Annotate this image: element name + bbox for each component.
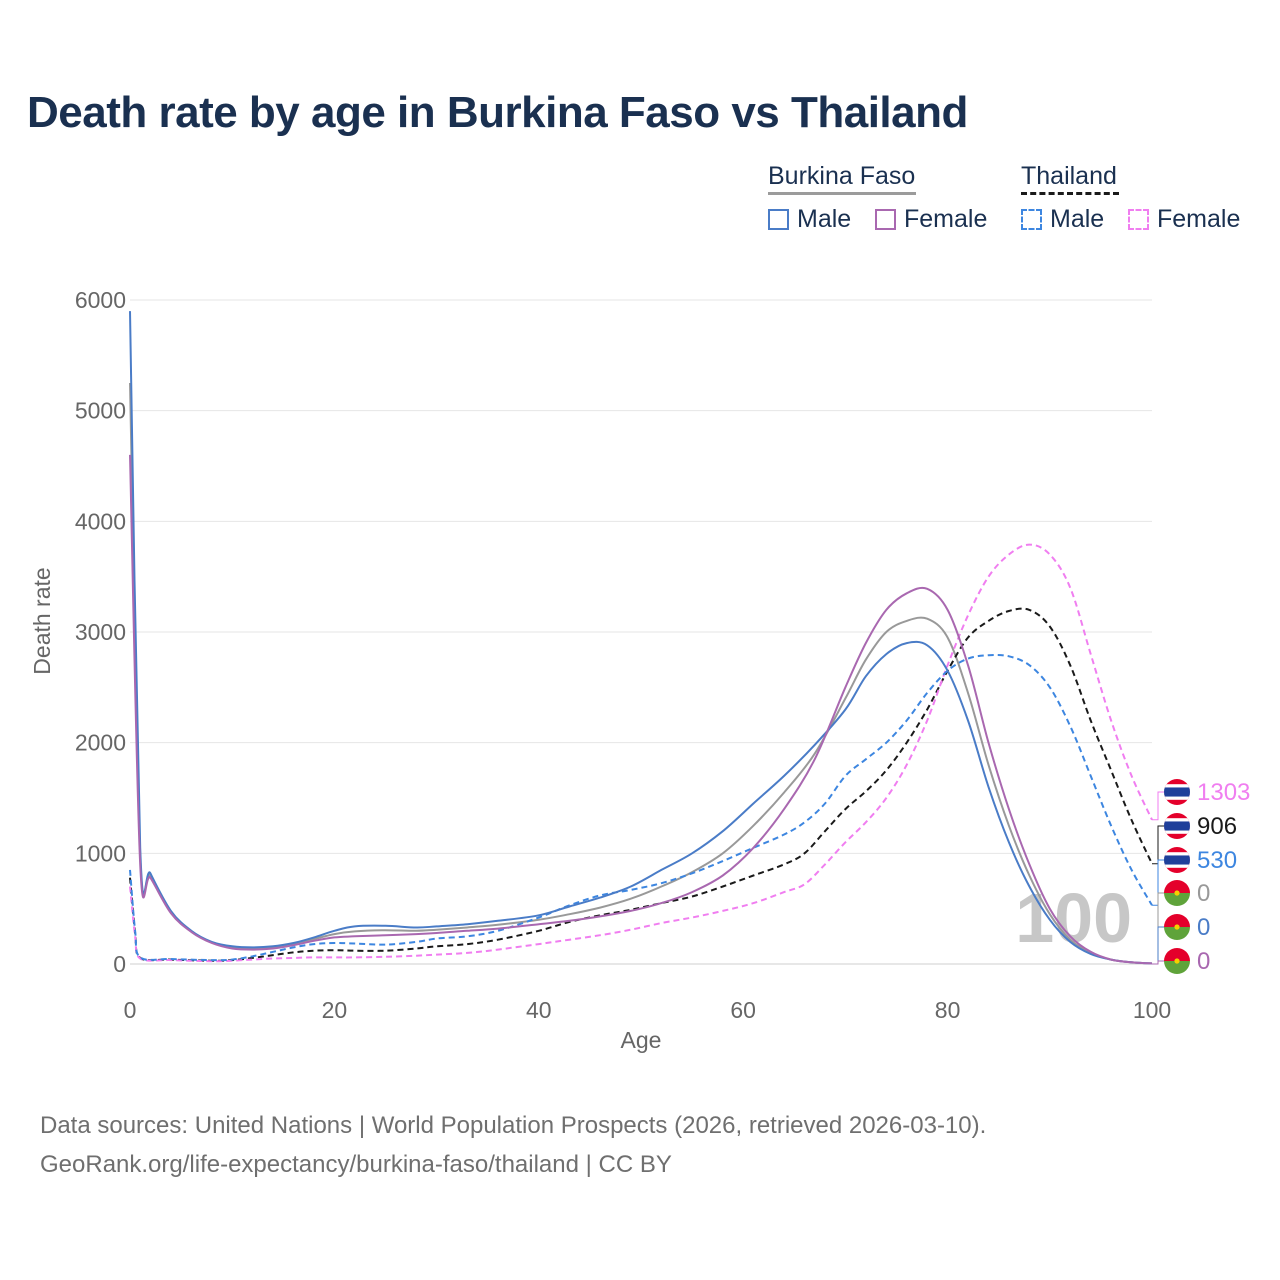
end-label-value: 0 <box>1197 948 1210 975</box>
legend-swatch-th-male <box>1021 209 1042 230</box>
y-tick-label: 3000 <box>75 619 126 645</box>
x-tick-label: 100 <box>1133 997 1171 1023</box>
chart-title: Death rate by age in Burkina Faso vs Tha… <box>27 88 968 137</box>
end-label-connector <box>1152 825 1165 865</box>
flag-thailand-icon <box>1164 813 1190 839</box>
legend-underline-burkina-faso <box>768 192 916 195</box>
series-line-burkina-faso-female[interactable] <box>129 454 1153 965</box>
legend-label-th-male: Male <box>1050 205 1105 233</box>
y-tick-label: 5000 <box>75 398 126 424</box>
y-tick-label: 0 <box>113 951 126 977</box>
flag-thailand-icon <box>1164 779 1190 805</box>
legend-swatch-bf-female <box>875 209 896 230</box>
end-label-value: 0 <box>1197 914 1210 941</box>
series-lines <box>129 311 1153 965</box>
legend-underline-thailand <box>1021 192 1119 195</box>
y-tick-label: 2000 <box>75 730 126 756</box>
legend-heading-burkina-faso: Burkina Faso <box>768 162 916 190</box>
series-line-thailand-total[interactable] <box>129 607 1153 962</box>
legend-label-bf-female: Female <box>904 205 988 233</box>
end-label-connector <box>1152 926 1165 965</box>
legend-heading-thailand: Thailand <box>1021 162 1117 190</box>
end-labels: 1303 906 530 0 0 0 <box>1152 779 1250 975</box>
y-tick-label: 6000 <box>75 287 126 313</box>
grid-lines <box>130 299 1152 965</box>
end-label-connector <box>1152 960 1165 965</box>
source-line-1: Data sources: United Nations | World Pop… <box>40 1112 987 1139</box>
flag-burkina-faso-icon <box>1164 880 1190 906</box>
flag-burkina-faso-icon <box>1164 914 1190 940</box>
x-tick-label: 60 <box>730 997 756 1023</box>
end-label-value: 0 <box>1197 880 1210 907</box>
x-tick-label: 0 <box>124 997 137 1023</box>
flag-thailand-icon <box>1164 847 1190 873</box>
legend-swatch-th-female <box>1128 209 1149 230</box>
end-label-value: 530 <box>1197 847 1237 874</box>
x-tick-label: 20 <box>322 997 348 1023</box>
end-label-value: 1303 <box>1197 779 1250 806</box>
legend-item-th-male[interactable]: Male <box>1021 205 1104 234</box>
legend-item-th-female[interactable]: Female <box>1128 205 1240 234</box>
end-label-connector <box>1152 791 1165 821</box>
y-axis-ticks: 0 1000 2000 3000 4000 5000 6000 <box>75 287 126 977</box>
legend-swatch-bf-male <box>768 209 789 230</box>
end-label-connector <box>1152 859 1165 906</box>
death-rate-chart: 0 1000 2000 3000 4000 5000 6000 0 20 40 60 80 100 1… <box>29 287 1250 1053</box>
y-tick-label: 4000 <box>75 508 126 534</box>
series-line-thailand-male[interactable] <box>129 653 1153 962</box>
source-line-2[interactable]: GeoRank.org/life-expectancy/burkina-faso… <box>40 1151 672 1178</box>
legend-label-bf-male: Male <box>797 205 852 233</box>
legend-item-bf-female[interactable]: Female <box>875 205 987 234</box>
x-tick-label: 80 <box>935 997 961 1023</box>
series-line-thailand-female[interactable] <box>129 543 1153 963</box>
x-axis-ticks: 0 20 40 60 80 100 <box>124 997 1172 1023</box>
x-tick-label: 40 <box>526 997 552 1023</box>
legend-group-burkina-faso: Burkina Faso Male Female <box>768 162 1008 242</box>
legend-label-th-female: Female <box>1157 205 1241 233</box>
x-axis-label: Age <box>621 1027 662 1053</box>
y-axis-label: Death rate <box>29 567 55 674</box>
end-label-value: 906 <box>1197 813 1237 840</box>
legend-group-thailand: Thailand Male Female <box>1021 162 1261 242</box>
series-line-burkina-faso-total[interactable] <box>129 382 1153 965</box>
legend-item-bf-male[interactable]: Male <box>768 205 851 234</box>
y-tick-label: 1000 <box>75 840 126 866</box>
series-line-burkina-faso-male[interactable] <box>129 311 1153 965</box>
flag-burkina-faso-icon <box>1164 948 1190 974</box>
source-note: Data sources: United Nations | World Pop… <box>40 1106 986 1184</box>
